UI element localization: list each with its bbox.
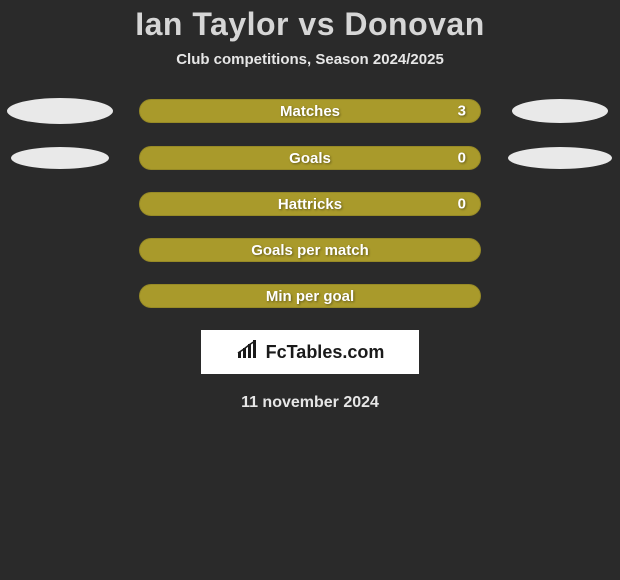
right-ellipse-cell: [500, 99, 620, 123]
subtitle: Club competitions, Season 2024/2025: [0, 51, 620, 68]
bar-cell: Hattricks 0: [120, 192, 500, 216]
bar-cell: Goals per match: [120, 238, 500, 262]
logo-box: FcTables.com: [201, 330, 419, 374]
date-label: 11 november 2024: [0, 394, 620, 412]
left-ellipse-goals: [11, 147, 109, 169]
stat-value: 0: [458, 196, 466, 213]
stat-value: 0: [458, 150, 466, 167]
bar-cell: Min per goal: [120, 284, 500, 308]
stat-label: Goals per match: [251, 242, 369, 259]
stat-row-goals-per-match: Goals per match: [0, 238, 620, 262]
stat-bar-goals-per-match: Goals per match: [139, 238, 481, 262]
stat-row-min-per-goal: Min per goal: [0, 284, 620, 308]
left-ellipse-matches: [7, 98, 113, 124]
right-ellipse-cell: [500, 147, 620, 169]
page-title: Ian Taylor vs Donovan: [0, 6, 620, 43]
stat-value: 3: [458, 103, 466, 120]
bar-cell: Matches 3: [120, 99, 500, 123]
stat-label: Matches: [280, 103, 340, 120]
stat-row-goals: Goals 0: [0, 146, 620, 170]
stat-bar-goals: Goals 0: [139, 146, 481, 170]
left-ellipse-cell: [0, 98, 120, 124]
stat-row-hattricks: Hattricks 0: [0, 192, 620, 216]
stat-label: Min per goal: [266, 288, 354, 305]
stat-bar-hattricks: Hattricks 0: [139, 192, 481, 216]
comparison-card: Ian Taylor vs Donovan Club competitions,…: [0, 0, 620, 412]
stat-bar-matches: Matches 3: [139, 99, 481, 123]
left-ellipse-cell: [0, 147, 120, 169]
right-ellipse-matches: [512, 99, 608, 123]
stat-label: Hattricks: [278, 196, 342, 213]
stat-bar-min-per-goal: Min per goal: [139, 284, 481, 308]
bar-chart-icon: [236, 340, 260, 365]
stat-row-matches: Matches 3: [0, 98, 620, 124]
logo-text: FcTables.com: [266, 342, 385, 363]
right-ellipse-goals: [508, 147, 612, 169]
stats-rows: Matches 3 Goals 0: [0, 98, 620, 308]
stat-label: Goals: [289, 150, 331, 167]
bar-cell: Goals 0: [120, 146, 500, 170]
